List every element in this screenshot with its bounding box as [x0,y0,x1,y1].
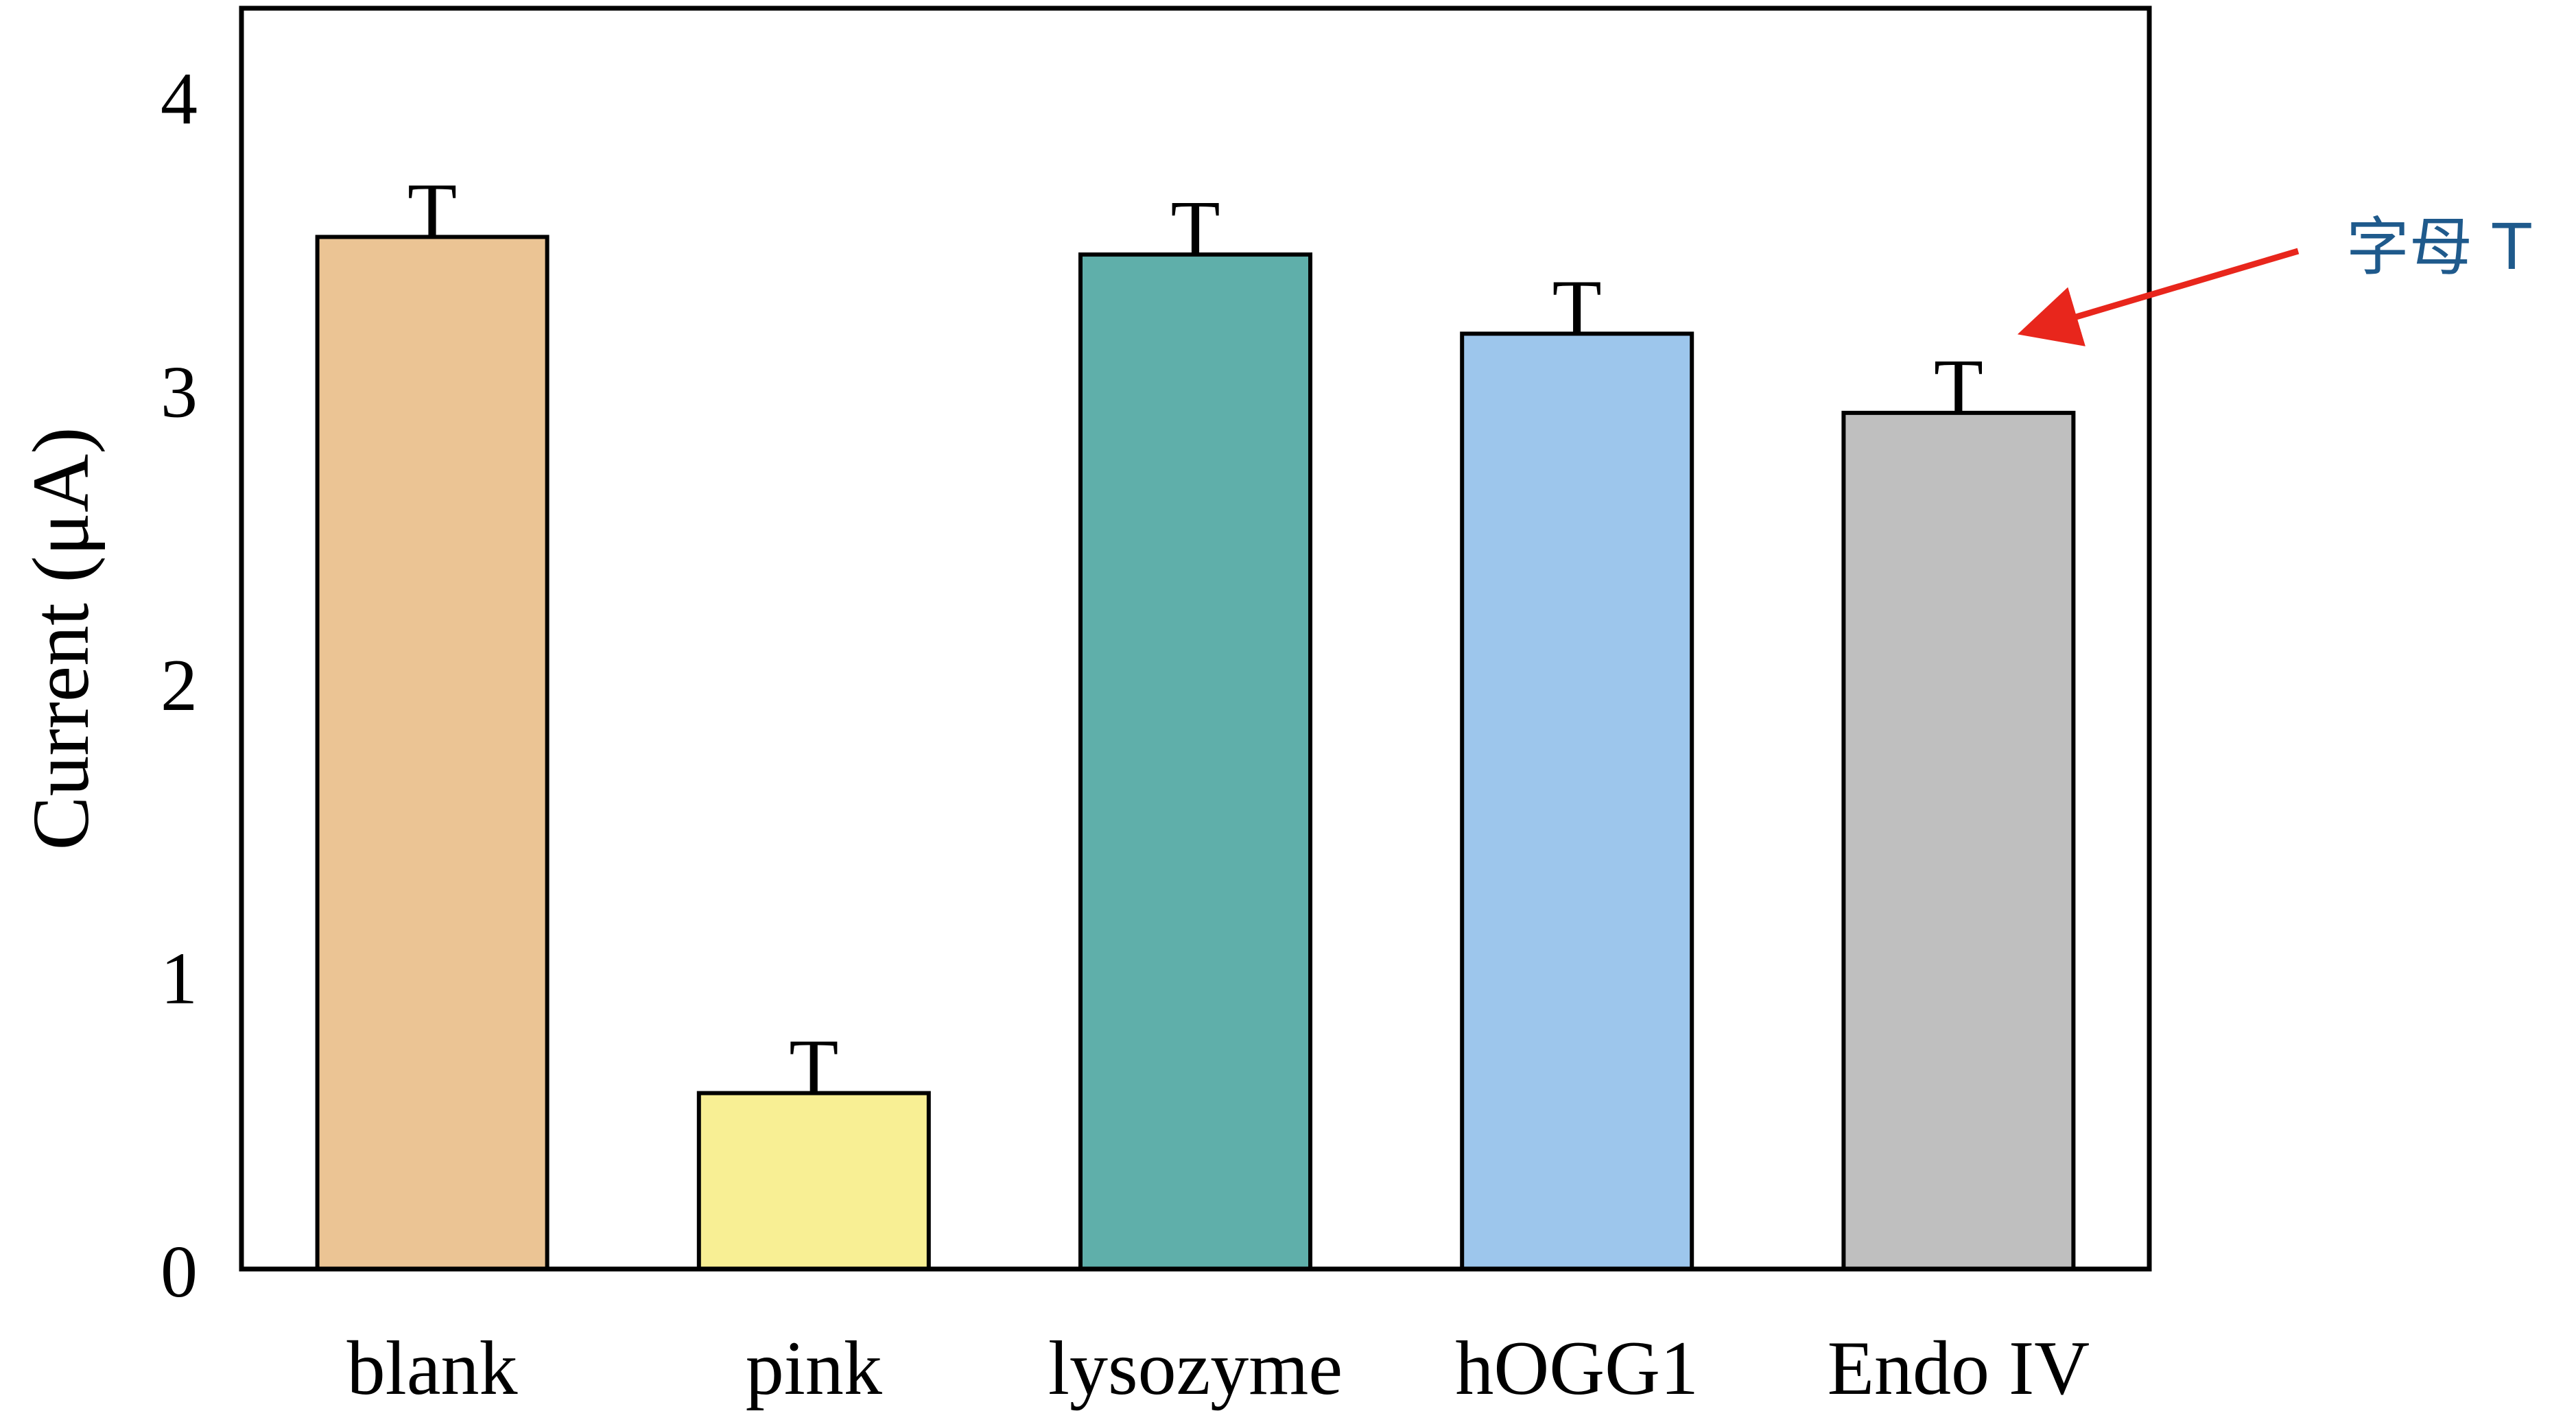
error-marker: T [1934,342,1983,432]
y-tick-label: 1 [161,938,198,1020]
x-axis-labels: blank pink lysozyme hOGG1 Endo IV [347,1326,2090,1411]
y-tick-label: 3 [161,352,198,434]
error-markers: T T T T T [407,166,1983,1112]
x-tick-label: blank [347,1326,518,1411]
y-tick-label: 0 [161,1231,198,1313]
bar-lysozyme [1078,252,1312,1271]
y-axis-label: Current (μA) [16,427,106,850]
bar-hogg1 [1460,331,1694,1272]
error-marker: T [789,1023,838,1113]
error-marker: T [1552,263,1602,353]
error-marker: T [1170,184,1220,274]
y-axis-ticks: 0 1 2 3 4 [161,58,198,1313]
plot-frame [239,5,2152,1272]
bar-endo-iv [1841,410,2076,1271]
x-tick-label: lysozyme [1048,1326,1343,1411]
annotation-text: 字母 T [2346,211,2531,284]
bars [315,235,2076,1272]
x-tick-label: Endo IV [1828,1326,2090,1411]
y-tick-label: 4 [161,58,198,140]
x-tick-label: pink [746,1326,882,1411]
bar-pink [696,1091,931,1272]
bar-blank [315,235,550,1271]
error-marker: T [407,166,457,256]
y-tick-label: 2 [161,645,198,726]
x-tick-label: hOGG1 [1455,1326,1699,1411]
annotation-arrow [2017,248,2300,346]
